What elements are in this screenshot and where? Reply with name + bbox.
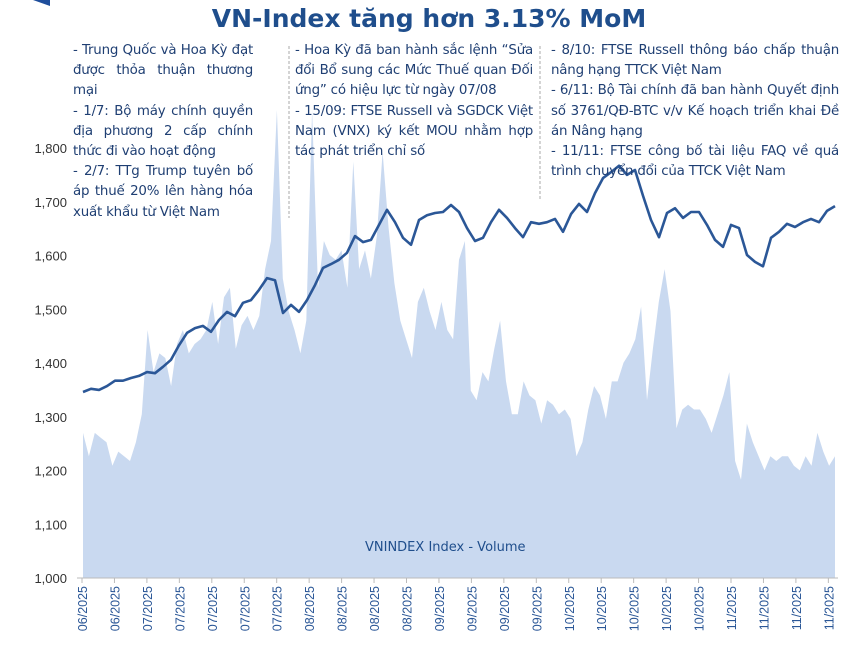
- annotation-block-3: - 8/10: FTSE Russell thông báo chấp thuậ…: [551, 41, 839, 182]
- y-tick-label: 1,700: [34, 195, 67, 210]
- annotation-item: - 11/11: FTSE công bố tài liệu FAQ về qu…: [551, 144, 839, 180]
- y-tick-label: 1,300: [34, 410, 67, 425]
- x-tick-label: 10/2025: [628, 586, 642, 631]
- volume-series-label: VNINDEX Index - Volume: [365, 540, 526, 555]
- annotation-item: - 15/09: FTSE Russell và SGDCK Việt Nam …: [295, 103, 533, 160]
- y-tick-label: 1,100: [34, 517, 67, 532]
- y-tick-label: 1,500: [34, 302, 67, 317]
- vn-index-line: [82, 164, 836, 394]
- annotation-block-1: - Trung Quốc và Hoa Kỳ đạt được thỏa thu…: [73, 41, 253, 223]
- x-tick-label: 07/2025: [271, 586, 285, 631]
- x-tick-label: 08/2025: [336, 586, 350, 631]
- x-tick-label: 10/2025: [595, 586, 609, 631]
- x-tick-label: 08/2025: [303, 586, 317, 631]
- x-tick-label: 11/2025: [822, 586, 836, 630]
- annotation-item: - Hoa Kỳ đã ban hành sắc lệnh “Sửa đổi B…: [295, 43, 533, 99]
- x-tick-label: 06/2025: [76, 586, 90, 631]
- annotation-item: - 6/11: Bộ Tài chính đã ban hành Quyết đ…: [551, 83, 839, 139]
- x-tick-label: 08/2025: [401, 586, 415, 631]
- x-tick-label: 07/2025: [238, 586, 252, 631]
- x-tick-label: 10/2025: [563, 586, 577, 631]
- chart-title: VN-Index tăng hơn 3.13% MoM: [211, 4, 647, 33]
- annotation-item: - 8/10: FTSE Russell thông báo chấp thuậ…: [551, 43, 839, 79]
- x-tick-label: 11/2025: [725, 586, 739, 630]
- volume-area: [83, 110, 835, 578]
- x-tick-label: 09/2025: [498, 586, 512, 631]
- y-tick-label: 1,600: [34, 249, 67, 264]
- x-tick-label: 07/2025: [206, 586, 220, 631]
- x-tick-label: 07/2025: [141, 586, 155, 631]
- annotation-item: - 1/7: Bộ máy chính quyền địa phương 2 c…: [73, 103, 253, 160]
- annotation-block-2: - Hoa Kỳ đã ban hành sắc lệnh “Sửa đổi B…: [295, 41, 533, 162]
- y-tick-label: 1,800: [34, 141, 67, 156]
- y-tick-label: 1,400: [34, 356, 67, 371]
- y-tick-label: 1,000: [34, 571, 67, 586]
- x-tick-label: 09/2025: [465, 586, 479, 631]
- x-tick-label: 06/2025: [108, 586, 122, 631]
- x-tick-label: 10/2025: [693, 586, 707, 631]
- y-tick-label: 1,200: [34, 464, 67, 479]
- x-tick-label: 08/2025: [368, 586, 382, 631]
- annotation-item: - 2/7: TTg Trump tuyên bố áp thuế 20% lê…: [73, 164, 253, 220]
- x-tick-label: 07/2025: [173, 586, 187, 631]
- annotation-item: - Trung Quốc và Hoa Kỳ đạt được thỏa thu…: [73, 43, 253, 99]
- logo-corner: [33, 0, 50, 6]
- x-tick-label: 09/2025: [530, 586, 544, 631]
- x-tick-label: 10/2025: [660, 586, 674, 631]
- x-tick-label: 09/2025: [433, 586, 447, 631]
- x-tick-label: 11/2025: [757, 586, 771, 630]
- x-tick-label: 11/2025: [790, 586, 804, 630]
